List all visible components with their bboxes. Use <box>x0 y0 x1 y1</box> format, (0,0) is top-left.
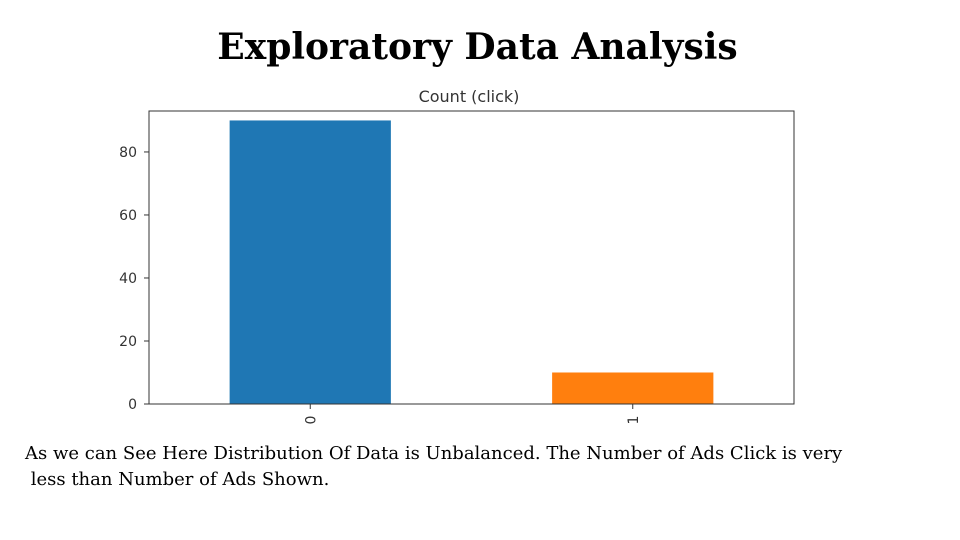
y-tick-label-0: 0 <box>128 397 137 413</box>
plot-frame <box>148 110 795 405</box>
x-tick-label-1: 1 <box>626 416 642 425</box>
y-tick-label-40: 40 <box>119 271 137 287</box>
caption: As we can See Here Distribution Of Data … <box>25 441 925 493</box>
bars-layer <box>229 120 714 405</box>
caption-line-2: less than Number of Ads Shown. <box>25 469 330 490</box>
y-tick-label-80: 80 <box>119 145 137 161</box>
chart-title: Count (click) <box>419 87 520 106</box>
slide-title: Exploratory Data Analysis <box>217 26 738 68</box>
x-tick-label-0: 0 <box>303 416 319 425</box>
caption-line-1: As we can See Here Distribution Of Data … <box>25 443 843 464</box>
bar-0 <box>229 120 391 405</box>
y-tick-label-60: 60 <box>119 208 137 224</box>
bar-1 <box>552 372 714 404</box>
y-tick-label-20: 20 <box>119 334 137 350</box>
